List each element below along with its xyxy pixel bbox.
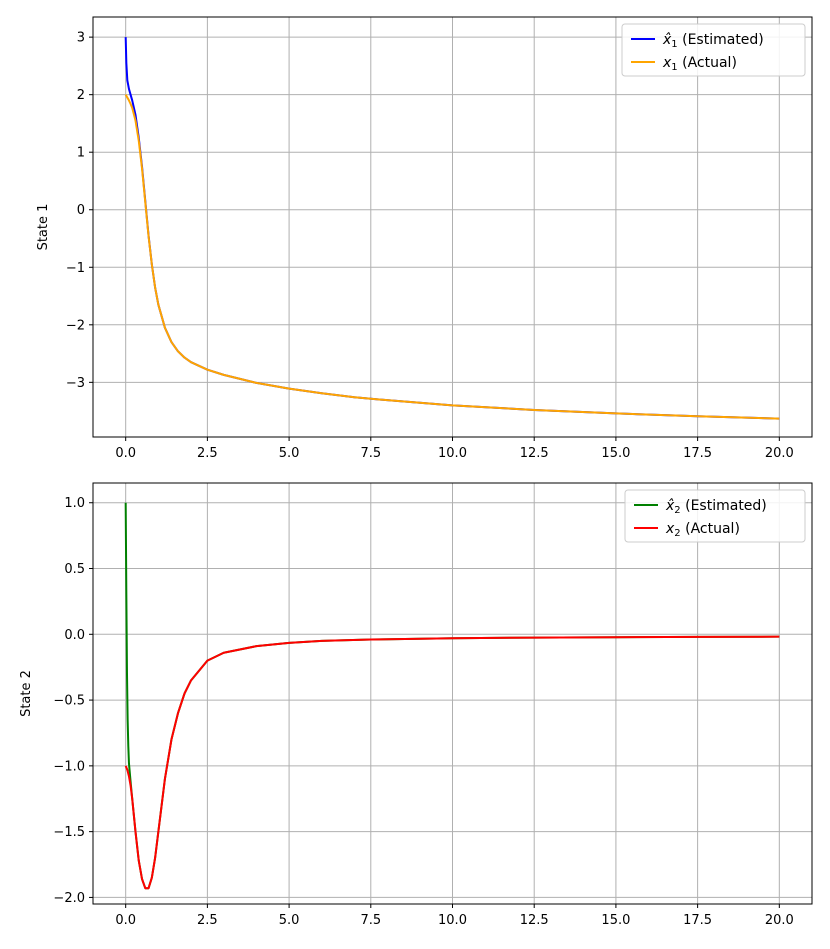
legend-box — [621, 23, 806, 77]
x-tick-label: 10.0 — [438, 446, 467, 461]
y-tick-label: −0.5 — [53, 694, 85, 709]
y-tick-label: −2 — [66, 318, 85, 333]
y-tick-label: −1.0 — [53, 759, 85, 774]
y-tick-label: −1 — [66, 261, 85, 276]
legend: x̂1 (Estimated) x1 (Actual) — [621, 23, 806, 77]
x-tick-label: 0.0 — [115, 446, 136, 461]
x-tick-label: 15.0 — [601, 446, 630, 461]
x-tick-label: 7.5 — [360, 913, 381, 928]
series-line-actual — [124, 94, 780, 420]
legend: x̂2 (Estimated) x2 (Actual) — [624, 489, 806, 543]
state-1-panel: 0.0 2.5 5.0 7.5 10.0 12.5 15.0 17.5 20.0 3 2 1 0 −1 −2… — [36, 16, 813, 461]
y-tick-label: 0 — [77, 203, 85, 218]
y-tick-label: 0.0 — [64, 628, 85, 643]
legend-box — [624, 489, 806, 543]
y-axis-label: State 1 — [36, 204, 51, 251]
x-tick-label: 10.0 — [438, 913, 467, 928]
x-tick-label: 0.0 — [115, 913, 136, 928]
y-tick-label: −1.5 — [53, 825, 85, 840]
y-tick-label: −2.0 — [53, 891, 85, 906]
x-tick-label: 12.5 — [520, 913, 549, 928]
state-2-panel: 0.0 2.5 5.0 7.5 10.0 12.5 15.0 17.5 20.0 1.0 0.5 0.… — [19, 482, 813, 928]
y-tick-label: 1.0 — [64, 496, 85, 511]
x-tick-label: 15.0 — [601, 913, 630, 928]
x-tick-label: 5.0 — [279, 446, 300, 461]
series-line-actual — [124, 635, 780, 890]
legend-entry-label: x̂2 (Estimated) — [665, 498, 767, 516]
legend-entry-label: x̂1 (Estimated) — [662, 32, 764, 50]
x-tick-label: 17.5 — [683, 446, 712, 461]
y-tick-label: 0.5 — [64, 562, 85, 577]
x-tick-label: 2.5 — [197, 446, 218, 461]
y-tick-label: 1 — [77, 146, 85, 161]
x-tick-label: 17.5 — [683, 913, 712, 928]
legend-entry-label: x2 (Actual) — [665, 521, 740, 539]
x-tick-label: 5.0 — [279, 913, 300, 928]
y-tick-label: 3 — [77, 31, 85, 46]
x-tick-label: 20.0 — [765, 913, 794, 928]
x-tick-label: 7.5 — [360, 446, 381, 461]
x-tick-label: 12.5 — [520, 446, 549, 461]
y-axis-label: State 2 — [19, 670, 34, 717]
y-tick-label: −3 — [66, 376, 85, 391]
y-tick-label: 2 — [77, 88, 85, 103]
x-tick-label: 2.5 — [197, 913, 218, 928]
x-tick-label: 20.0 — [765, 446, 794, 461]
legend-entry-label: x1 (Actual) — [662, 55, 737, 73]
